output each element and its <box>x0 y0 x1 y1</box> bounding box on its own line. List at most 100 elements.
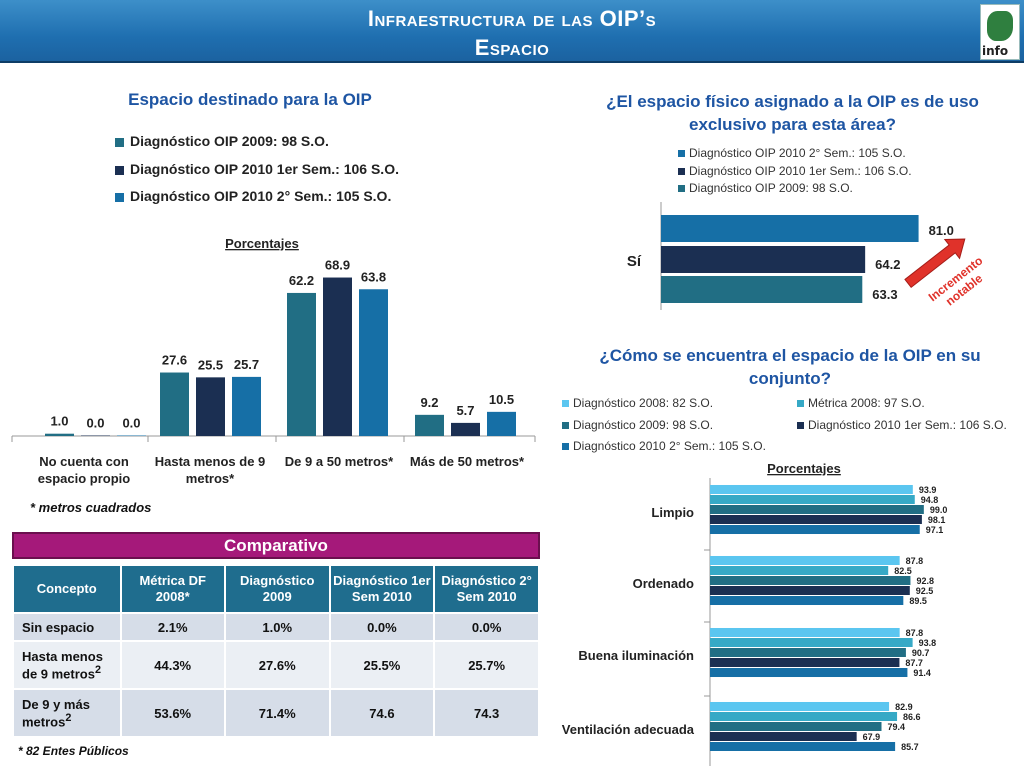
arrow-icon <box>904 238 966 289</box>
y-tick-label: Buena iluminación <box>578 648 694 663</box>
legend-label: Diagnóstico OIP 2010 2° Sem.: 105 S.O. <box>689 146 906 160</box>
data-label: 0.0 <box>122 416 140 431</box>
data-label: 85.7 <box>901 742 919 752</box>
data-label: 27.6 <box>162 353 187 368</box>
data-label: 25.5 <box>198 357 223 372</box>
data-label: 5.7 <box>456 403 474 418</box>
table-cell: 0.0% <box>433 612 540 642</box>
table-row: Hasta menos de 9 metros2 44.3% 27.6% 25.… <box>12 640 540 690</box>
increase-arrow <box>904 238 966 289</box>
bar <box>710 658 900 667</box>
bar <box>710 485 913 494</box>
data-label: 87.8 <box>906 556 924 566</box>
table-cell: 1.0% <box>223 612 331 642</box>
legend-swatch <box>115 137 124 147</box>
table-cell-concepto: De 9 y más metros2 <box>12 688 122 738</box>
table-cell: 74.3 <box>433 688 540 738</box>
data-label: 87.8 <box>906 628 924 638</box>
data-label: 1.0 <box>50 414 68 429</box>
bar <box>710 742 896 751</box>
comparativo-header: Comparativo <box>12 532 540 559</box>
table-header-row: Concepto Métrica DF 2008* Diagnóstico 20… <box>12 564 540 614</box>
bar <box>359 289 388 436</box>
table-row: De 9 y más metros2 53.6% 71.4% 74.6 74.3 <box>12 688 540 738</box>
column-header: Diagnóstico 2° Sem 2010 <box>433 564 540 614</box>
comparativo-table: Concepto Métrica DF 2008* Diagnóstico 20… <box>12 564 540 738</box>
bar <box>45 433 74 436</box>
table-row: Sin espacio 2.1% 1.0% 0.0% 0.0% <box>12 612 540 642</box>
bar <box>710 732 857 741</box>
legend-label: Métrica 2008: 97 S.O. <box>808 396 925 410</box>
chart3-legend-item: Diagnóstico 2010 1er Sem.: 106 S.O. <box>797 418 1007 432</box>
y-tick-label: Sí <box>627 253 642 270</box>
data-label: 98.1 <box>928 515 946 525</box>
table-cell: 25.7% <box>433 640 540 690</box>
data-label: 93.9 <box>919 485 937 495</box>
legend-label: Diagnóstico 2010 1er Sem.: 106 S.O. <box>808 418 1007 432</box>
bar <box>451 422 480 436</box>
column-header: Diagnóstico 1er Sem 2010 <box>328 564 436 614</box>
legend-swatch <box>115 165 124 175</box>
legend-label: Diagnóstico OIP 2009: 98 S.O. <box>130 133 329 149</box>
legend-swatch <box>562 400 569 408</box>
slide-title: Infraestructura de las OIP’s <box>367 6 657 31</box>
chart1-legend-item: Diagnóstico OIP 2010 2° Sem.: 105 S.O. <box>115 188 391 204</box>
chart2-legend-item: Diagnóstico OIP 2010 2° Sem.: 105 S.O. <box>678 146 906 160</box>
chart3-subtitle: Porcentajes <box>767 461 841 476</box>
bar <box>710 556 900 565</box>
bar <box>710 515 922 524</box>
bar <box>196 377 225 436</box>
chart3-legend-item: Diagnóstico 2009: 98 S.O. <box>562 418 713 432</box>
bar <box>710 668 908 677</box>
bar <box>710 648 906 657</box>
data-label: 93.8 <box>919 638 937 648</box>
bar <box>710 722 882 731</box>
column-header: Diagnóstico 2009 <box>223 564 331 614</box>
table-cell: 0.0% <box>328 612 436 642</box>
column-header: Concepto <box>12 564 122 614</box>
bar <box>287 292 316 436</box>
legend-swatch <box>797 400 804 408</box>
legend-label: Diagnóstico OIP 2009: 98 S.O. <box>689 181 853 195</box>
data-label: 87.7 <box>905 658 923 668</box>
data-label: 90.7 <box>912 648 930 658</box>
bar <box>661 276 863 303</box>
bar <box>710 638 913 647</box>
bar <box>710 495 915 504</box>
table-cell: 27.6% <box>223 640 331 690</box>
chart2-legend-item: Diagnóstico OIP 2010 1er Sem.: 106 S.O. <box>678 164 912 178</box>
legend-label: Diagnóstico 2008: 82 S.O. <box>573 396 714 410</box>
legend-swatch <box>678 150 685 158</box>
chart3-bar-chart: Porcentajes Limpio Ordenado Buena iluminaci… <box>562 461 948 766</box>
data-label: 63.3 <box>872 287 897 302</box>
bar <box>661 246 866 273</box>
data-label: 86.6 <box>903 712 921 722</box>
data-label: 92.8 <box>916 576 934 586</box>
table-cell: 53.6% <box>119 688 226 738</box>
chart3-title: ¿Cómo se encuentra el espacio de la OIP … <box>599 346 981 388</box>
slide-subtitle: Espacio <box>474 35 550 60</box>
bar <box>415 414 444 436</box>
bar <box>710 702 890 711</box>
legend-swatch <box>115 192 124 202</box>
legend-label: Diagnóstico 2010 2° Sem.: 105 S.O. <box>573 439 766 453</box>
legend-swatch <box>797 422 804 430</box>
data-label: 68.9 <box>325 258 350 273</box>
legend-swatch <box>562 443 569 451</box>
data-label: 99.0 <box>930 505 948 515</box>
column-header: Métrica DF 2008* <box>119 564 226 614</box>
data-label: 10.5 <box>489 392 514 407</box>
table-cell: 2.1% <box>119 612 226 642</box>
data-label: 91.4 <box>913 668 931 678</box>
bar <box>710 566 889 575</box>
legend-swatch <box>562 422 569 430</box>
chart3-legend-item: Diagnóstico 2010 2° Sem.: 105 S.O. <box>562 439 766 453</box>
data-label: 67.9 <box>863 732 881 742</box>
x-tick-label: No cuenta con espacio propio <box>38 454 131 486</box>
data-label: 63.8 <box>361 269 386 284</box>
data-label: 64.2 <box>875 257 900 272</box>
infodf-logo: info <box>980 4 1020 60</box>
data-label: 94.8 <box>921 495 939 505</box>
bar <box>710 586 910 595</box>
